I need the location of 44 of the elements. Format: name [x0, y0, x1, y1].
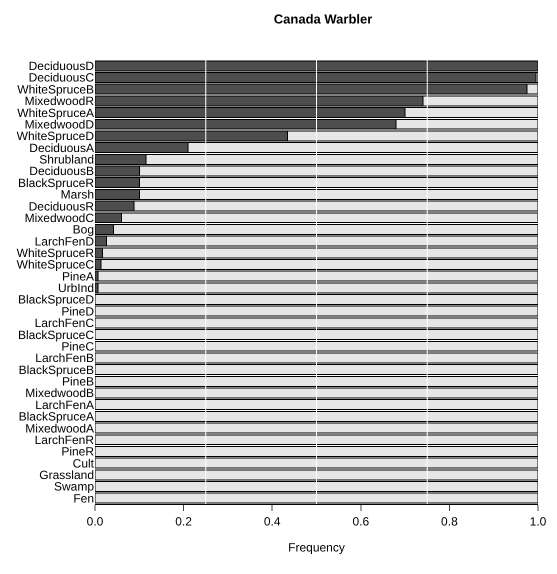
- y-tick-label: MixedwoodC: [24, 210, 94, 225]
- x-tick-label: 0.0: [86, 514, 104, 528]
- x-tick-label: 0.8: [441, 514, 458, 528]
- y-tick-label: LarchFenR: [34, 432, 94, 447]
- y-tick-label: PineR: [61, 444, 94, 459]
- y-tick-label: LarchFenC: [34, 316, 94, 330]
- x-tick-label: 0.6: [352, 514, 370, 528]
- x-tick-label: 0.4: [264, 514, 281, 528]
- y-tick-label: WhiteSpruceB: [17, 82, 94, 96]
- y-tick-label: WhiteSpruceD: [16, 129, 94, 144]
- x-tick-label: 0.2: [175, 514, 192, 528]
- y-tick-label: Cult: [72, 456, 95, 470]
- y-tick-label: LarchFenA: [35, 398, 94, 412]
- y-tick-label: BlackSpruceC: [18, 328, 94, 342]
- y-tick-label: MixedwoodA: [25, 421, 94, 436]
- y-tick-label: WhiteSpruceA: [17, 106, 94, 120]
- y-tick-label: PineD: [61, 304, 94, 318]
- y-tick-label: Grassland: [39, 468, 94, 482]
- y-tick-label: DeciduousD: [28, 59, 94, 74]
- y-tick-label: PineB: [62, 374, 94, 389]
- y-tick-label: Shrubland: [39, 152, 94, 167]
- y-tick-label: Bog: [72, 222, 94, 237]
- x-tick-label: 1.0: [530, 514, 547, 528]
- y-tick-label: UrbInd: [58, 281, 94, 296]
- y-tick-label: WhiteSpruceC: [16, 258, 94, 272]
- y-tick-label: Fen: [73, 491, 94, 506]
- y-tick-label: Swamp: [54, 480, 94, 494]
- y-tick-label: BlackSpruceA: [18, 410, 94, 424]
- y-tick-label: BlackSpruceD: [18, 292, 94, 307]
- y-tick-label: DeciduousA: [29, 140, 94, 155]
- y-tick-label: Marsh: [60, 188, 94, 202]
- y-tick-label: MixedwoodR: [24, 94, 94, 108]
- chart-title: Canada Warbler: [274, 11, 372, 26]
- y-tick-label: DeciduousR: [28, 199, 94, 214]
- y-tick-label: DeciduousB: [29, 164, 94, 178]
- y-tick-label: MixedwoodB: [25, 386, 94, 400]
- y-tick-label: BlackSpruceR: [18, 176, 94, 190]
- y-tick-label: BlackSpruceB: [18, 362, 94, 377]
- y-tick-label: LarchFenB: [35, 351, 94, 366]
- y-tick-label: PineC: [61, 339, 94, 354]
- y-tick-label: WhiteSpruceR: [16, 246, 94, 260]
- y-tick-label: DeciduousC: [28, 70, 94, 85]
- y-tick-label: PineA: [62, 269, 94, 284]
- x-axis-title: Frequency: [288, 540, 345, 554]
